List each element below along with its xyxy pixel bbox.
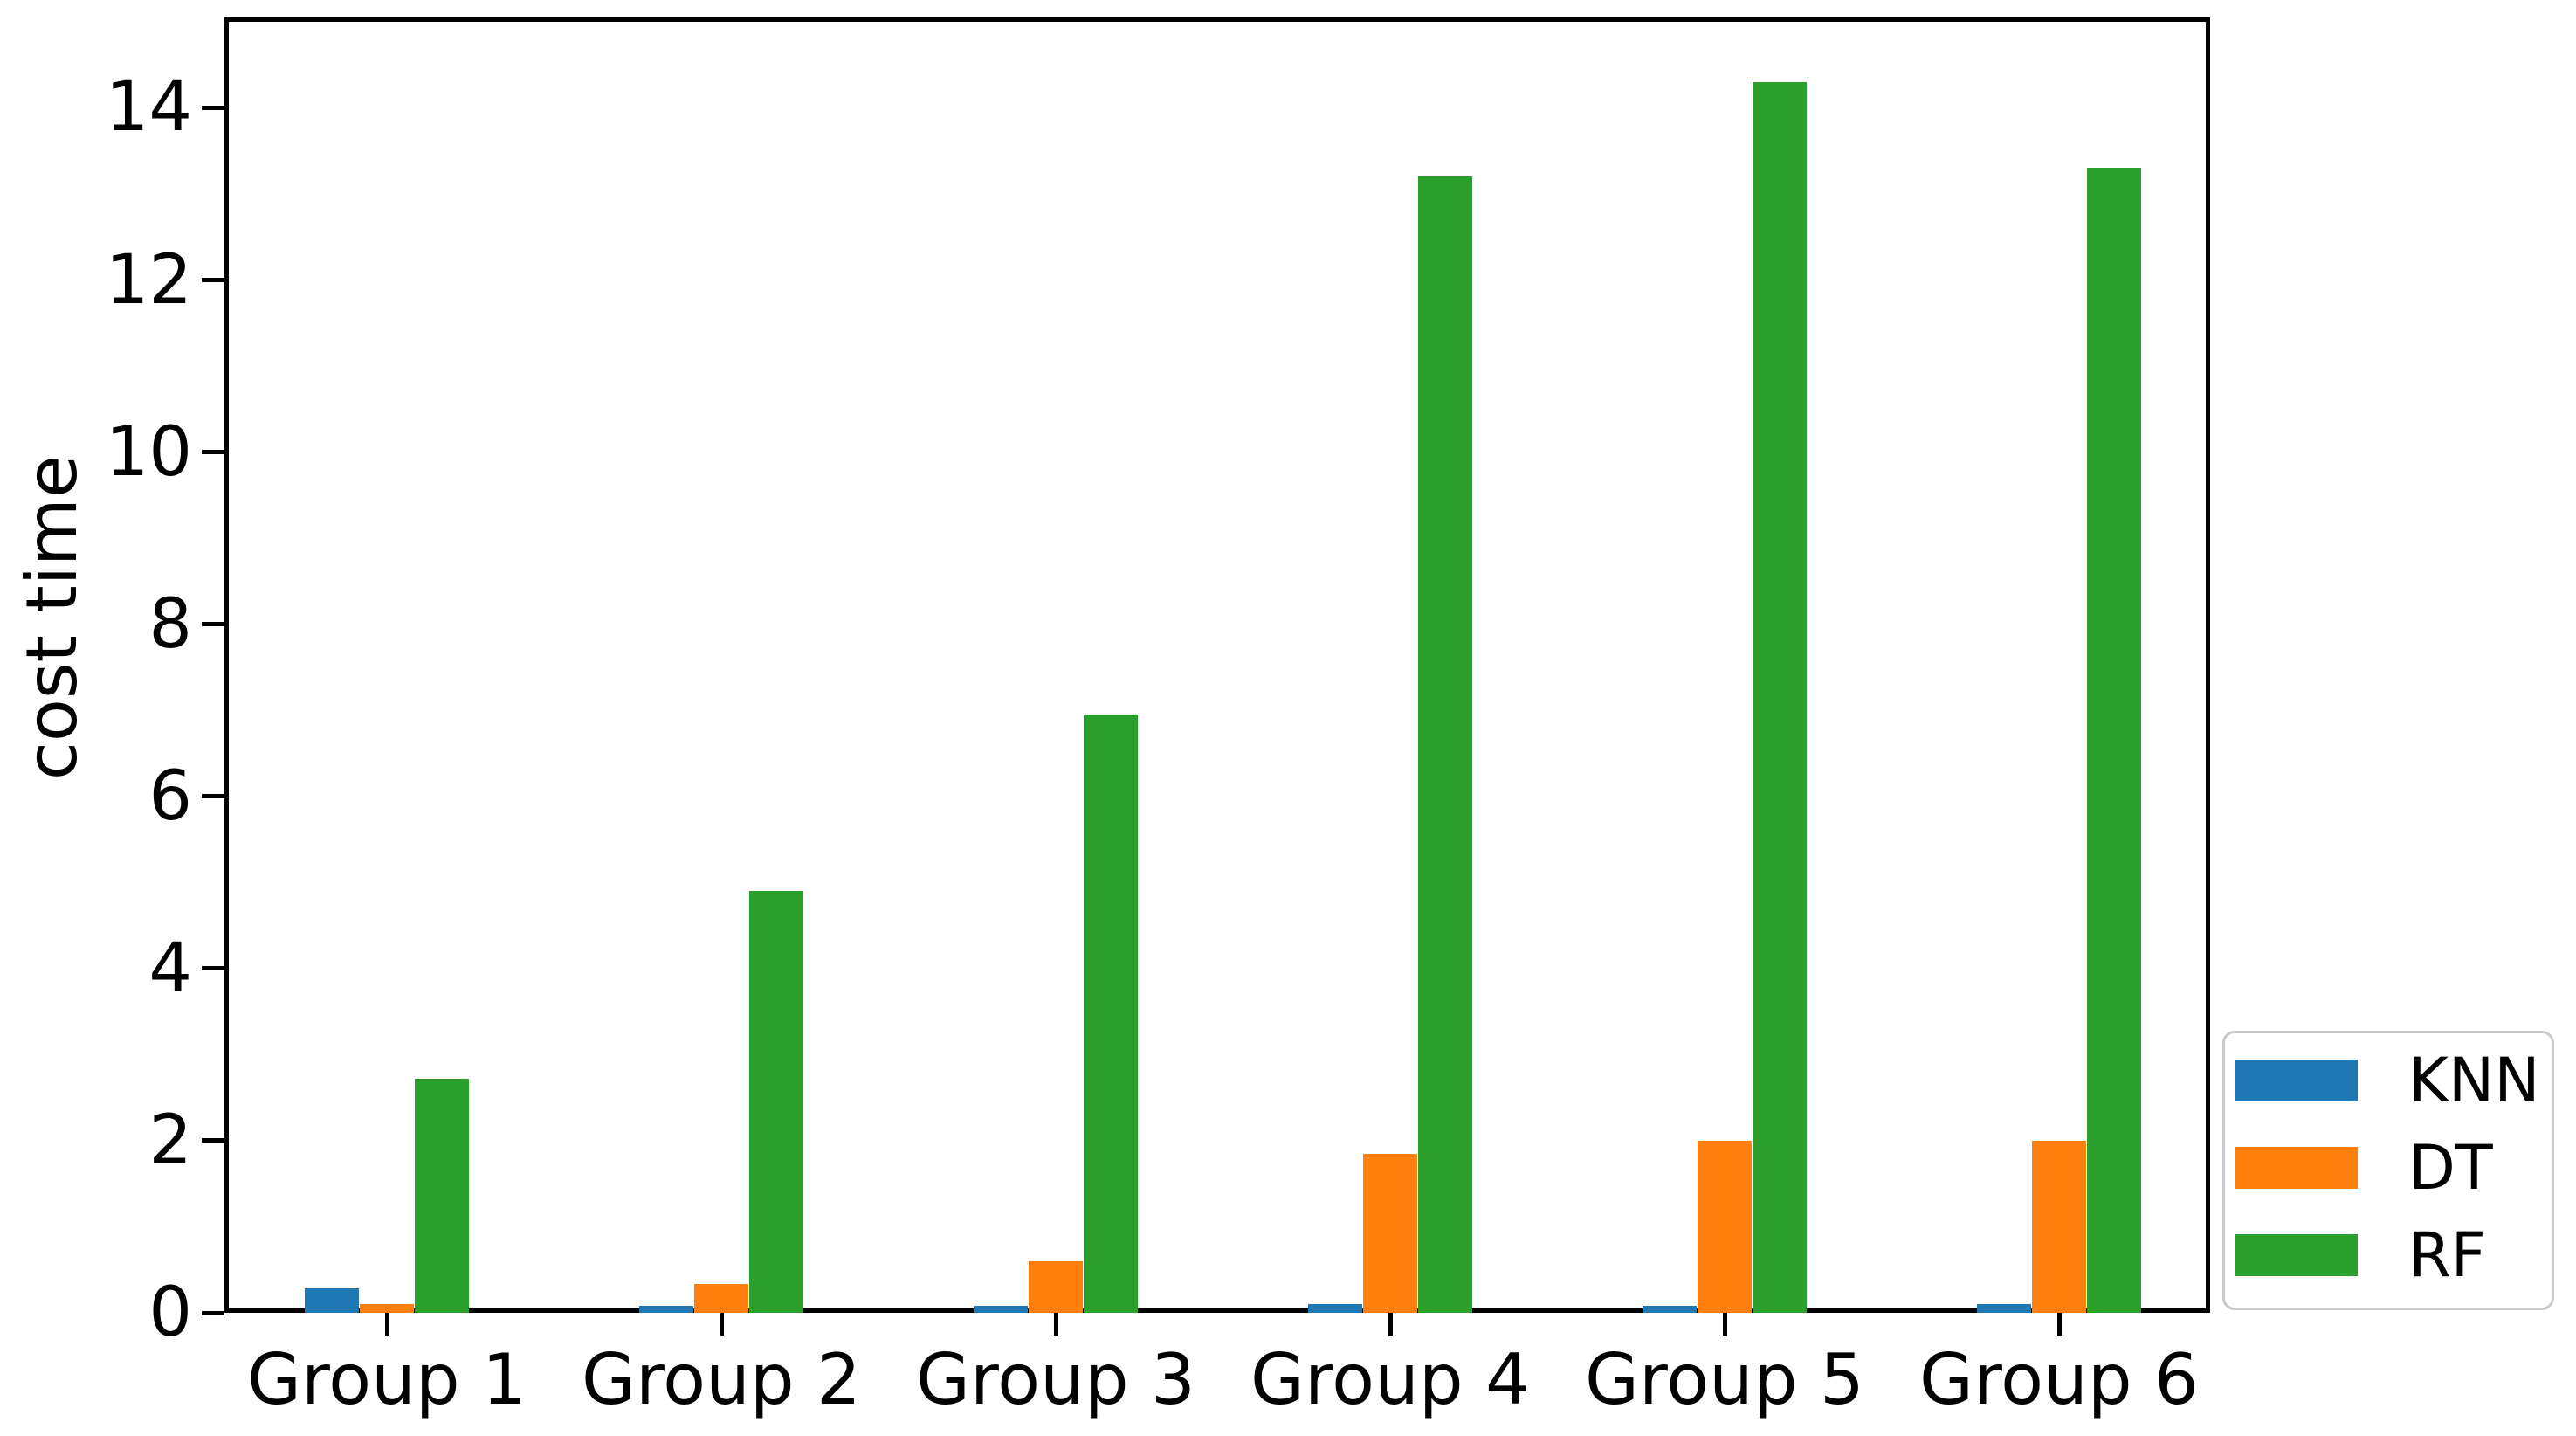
legend-label-knn: KNN (2408, 1045, 2540, 1116)
bar-rf-6 (2087, 168, 2141, 1313)
bar-dt-5 (1698, 1141, 1752, 1313)
x-tick-label: Group 1 (247, 1339, 527, 1420)
y-tick-label: 4 (148, 929, 192, 1008)
bar-dt-1 (360, 1304, 414, 1313)
legend-swatch-knn-icon (2235, 1060, 2358, 1101)
bar-rf-5 (1753, 82, 1807, 1313)
x-tick-label: Group 3 (916, 1339, 1195, 1420)
bar-rf-2 (749, 891, 803, 1313)
bar-knn-5 (1643, 1306, 1697, 1313)
y-tick-mark (202, 1138, 224, 1143)
y-tick-label: 14 (105, 68, 192, 148)
x-tick-label: Group 4 (1250, 1339, 1530, 1420)
plot-area (224, 17, 2210, 1313)
legend-row-rf: RF (2235, 1225, 2486, 1286)
y-tick-label: 0 (148, 1274, 192, 1352)
y-tick-label: 12 (105, 240, 192, 320)
x-tick-mark (1388, 1313, 1393, 1336)
y-tick-label: 8 (148, 584, 192, 664)
y-tick-mark (202, 450, 224, 455)
x-tick-mark (1053, 1313, 1058, 1336)
bar-dt-4 (1363, 1154, 1417, 1313)
bar-knn-1 (305, 1288, 359, 1313)
bar-rf-1 (415, 1079, 469, 1313)
bar-dt-3 (1029, 1261, 1083, 1313)
y-tick-mark (202, 1310, 224, 1315)
bar-knn-6 (1977, 1304, 2031, 1313)
x-tick-label: Group 2 (582, 1339, 861, 1420)
y-tick-label: 2 (148, 1101, 192, 1180)
x-tick-label: Group 5 (1585, 1339, 1864, 1420)
x-tick-label: Group 6 (1919, 1339, 2199, 1420)
y-tick-label: 10 (105, 412, 192, 492)
bar-knn-4 (1308, 1304, 1362, 1313)
y-tick-mark (202, 794, 224, 799)
legend-swatch-dt-icon (2235, 1147, 2358, 1189)
x-tick-mark (384, 1313, 389, 1336)
legend-row-dt: DT (2235, 1137, 2493, 1198)
bar-dt-2 (694, 1284, 748, 1313)
bar-rf-3 (1084, 715, 1138, 1313)
bar-dt-6 (2032, 1141, 2086, 1313)
legend-label-dt: DT (2408, 1132, 2493, 1204)
x-tick-mark (1722, 1313, 1727, 1336)
y-tick-label: 6 (148, 756, 192, 836)
y-tick-mark (202, 278, 224, 283)
y-tick-mark (202, 966, 224, 971)
legend-box: KNN DT RF (2222, 1031, 2554, 1310)
y-tick-mark (202, 622, 224, 627)
legend-row-knn: KNN (2235, 1050, 2540, 1111)
legend-swatch-rf-icon (2235, 1234, 2358, 1276)
y-tick-mark (202, 105, 224, 110)
x-tick-mark (2056, 1313, 2062, 1336)
bar-knn-3 (974, 1306, 1028, 1313)
x-tick-mark (719, 1313, 724, 1336)
bar-knn-2 (639, 1306, 693, 1313)
bar-rf-4 (1418, 176, 1472, 1313)
legend-label-rf: RF (2408, 1219, 2486, 1291)
